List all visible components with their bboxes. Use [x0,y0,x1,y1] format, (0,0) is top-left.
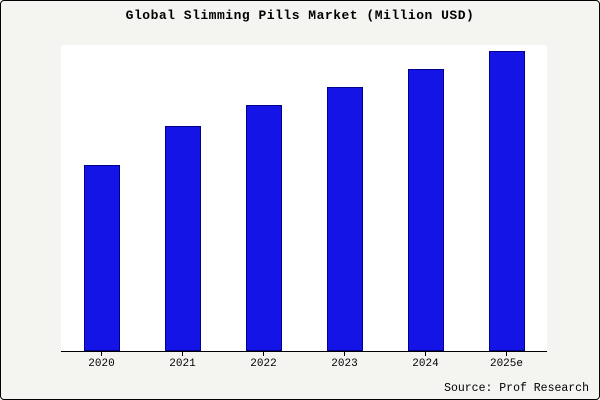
x-tick-2023: 2023 [304,352,385,370]
chart-title: Global Slimming Pills Market (Million US… [125,8,475,23]
x-tick-2024: 2024 [385,352,466,370]
bar-2021 [164,126,201,351]
plot-area [61,45,547,352]
bar-2022 [245,105,282,351]
x-tick-label: 2023 [331,358,358,370]
bar-2024 [407,69,444,351]
x-tick-2021: 2021 [142,352,223,370]
x-tick-2022: 2022 [223,352,304,370]
x-tick-label: 2020 [88,358,115,370]
source-note: Source: Prof Research [444,382,589,395]
x-tick-label: 2025e [489,358,523,370]
bar-2025e [488,51,525,351]
tick-mark [425,352,426,356]
tick-mark [344,352,345,356]
tick-mark [263,352,264,356]
bar-series [61,45,547,351]
x-axis: 2020 2021 2022 2023 2024 2025e [61,352,547,370]
x-tick-2025e: 2025e [466,352,547,370]
tick-mark [182,352,183,356]
x-tick-label: 2021 [169,358,196,370]
x-tick-label: 2022 [250,358,277,370]
x-tick-label: 2024 [412,358,439,370]
tick-mark [506,352,507,356]
x-tick-2020: 2020 [61,352,142,370]
bar-2023 [326,87,363,351]
bar-2020 [83,165,120,351]
tick-mark [101,352,102,356]
